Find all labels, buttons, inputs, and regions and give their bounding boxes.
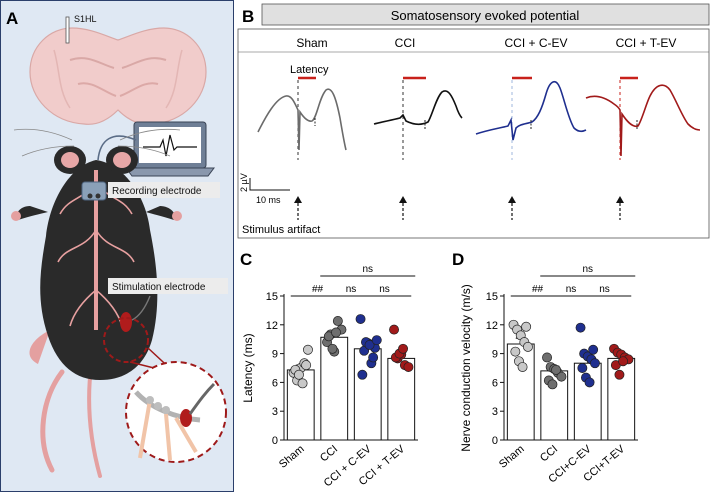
- y-tick-label: 12: [266, 320, 278, 332]
- recording-cable: [97, 135, 137, 161]
- y-tick-label: 3: [272, 406, 278, 418]
- data-point: [364, 340, 375, 350]
- data-point: [327, 343, 338, 354]
- laptop-icon: [125, 121, 215, 177]
- data-point: [403, 362, 414, 372]
- y-tick-label: 6: [272, 377, 278, 389]
- sep-trace-c-ev: [475, 81, 587, 141]
- panel-d-letter: D: [452, 250, 464, 269]
- electrode-zoom-callout: [103, 317, 227, 463]
- y-tick-label: 9: [272, 349, 278, 361]
- sep-title-bar: [261, 3, 710, 26]
- artifact-arrow: [616, 196, 624, 220]
- data-point: [584, 377, 595, 388]
- data-point: [590, 358, 600, 369]
- panel-a-letter: A: [6, 9, 18, 28]
- data-point: [297, 378, 308, 389]
- bar: [286, 369, 315, 441]
- significance-label: ns: [379, 284, 390, 295]
- sep-group-label: CCI: [395, 36, 416, 50]
- mouse-illustration: [11, 128, 182, 478]
- recording-electrode-label: Recording electrode: [112, 186, 202, 197]
- data-point: [357, 369, 368, 380]
- recording-label-box: [108, 182, 220, 198]
- data-point: [294, 369, 304, 380]
- data-point: [577, 363, 588, 373]
- panel-c-letter: C: [240, 250, 252, 269]
- panel-b: B Somatosensory evoked potential Sham CC…: [237, 3, 710, 239]
- brain-region-label: S1HL: [74, 14, 97, 24]
- artifact-arrow: [399, 196, 407, 220]
- y-tick-label: 15: [486, 291, 498, 303]
- sep-scale-bar: [249, 178, 290, 191]
- data-point: [332, 316, 343, 326]
- data-point: [355, 314, 366, 324]
- artifact-arrow: [508, 196, 516, 220]
- sep-group-label: CCI + T-EV: [616, 36, 677, 50]
- y-axis-label: Latency (ms): [241, 333, 255, 402]
- significance-label: ns: [599, 284, 610, 295]
- data-point: [398, 343, 408, 354]
- data-point: [547, 379, 558, 390]
- y-tick-label: 0: [272, 435, 278, 447]
- x-tick-label: CCI: [318, 443, 340, 464]
- data-point: [588, 344, 599, 355]
- panel-b-letter: B: [242, 7, 254, 26]
- panel-a: A S1HL: [0, 0, 234, 492]
- bar: [387, 357, 416, 441]
- sep-trace-cci: [373, 90, 463, 126]
- sep-title: Somatosensory evoked potential: [391, 8, 580, 23]
- data-point: [521, 321, 532, 332]
- x-tick-label: CCI: [538, 443, 560, 464]
- sep-group-label: CCI + C-EV: [504, 36, 567, 50]
- data-point: [523, 341, 533, 352]
- latency-label: Latency: [290, 64, 329, 76]
- x-tick-label: Sham: [497, 443, 527, 471]
- data-point: [614, 369, 625, 380]
- significance-label: ns: [346, 284, 357, 295]
- stimulation-electrode-label: Stimulation electrode: [112, 282, 206, 293]
- sep-trace-sham: [257, 88, 347, 151]
- scale-y-label: 2 µV: [239, 173, 249, 192]
- significance-label: ##: [312, 284, 324, 295]
- scale-x-label: 10 ms: [256, 195, 281, 205]
- y-tick-label: 15: [266, 291, 278, 303]
- data-point: [389, 324, 399, 335]
- y-axis-label: Nerve conduction velocity (m/s): [459, 284, 473, 451]
- significance-label: ##: [532, 284, 544, 295]
- y-tick-label: 0: [492, 435, 498, 447]
- stimulation-label-box: [108, 278, 228, 294]
- data-point: [517, 362, 528, 372]
- bar: [506, 343, 535, 441]
- data-point: [303, 344, 313, 355]
- data-point: [331, 327, 341, 338]
- data-point: [618, 356, 629, 367]
- y-tick-label: 12: [486, 320, 498, 332]
- data-point: [301, 360, 312, 371]
- sep-frame: [237, 28, 710, 239]
- data-point: [368, 352, 379, 363]
- significance-label: ns: [566, 284, 577, 295]
- data-point: [371, 335, 382, 346]
- sep-trace-t-ev: [585, 84, 701, 157]
- y-tick-label: 6: [492, 377, 498, 389]
- sep-group-label: Sham: [296, 36, 327, 50]
- data-point: [556, 371, 567, 382]
- data-point: [575, 322, 586, 333]
- data-point: [551, 364, 562, 375]
- artifact-arrow: [294, 196, 302, 220]
- significance-label: ns: [582, 264, 593, 275]
- stimulation-cable: [131, 295, 151, 321]
- stimulus-artifact-label: Stimulus artifact: [242, 224, 320, 236]
- data-point: [542, 352, 553, 363]
- x-tick-label: Sham: [277, 443, 307, 471]
- data-point: [510, 346, 521, 357]
- y-tick-label: 9: [492, 349, 498, 361]
- brain-illustration: S1HL: [29, 14, 207, 125]
- y-tick-label: 3: [492, 406, 498, 418]
- significance-label: ns: [362, 264, 373, 275]
- ncv-chart: 0 3 6 9 12 15 Nerve conduction velocity (m/s) S…: [459, 264, 638, 486]
